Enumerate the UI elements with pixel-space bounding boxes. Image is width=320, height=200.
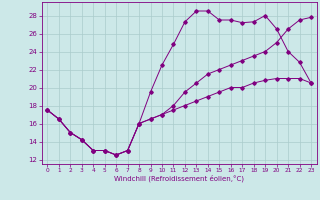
X-axis label: Windchill (Refroidissement éolien,°C): Windchill (Refroidissement éolien,°C) <box>114 175 244 182</box>
